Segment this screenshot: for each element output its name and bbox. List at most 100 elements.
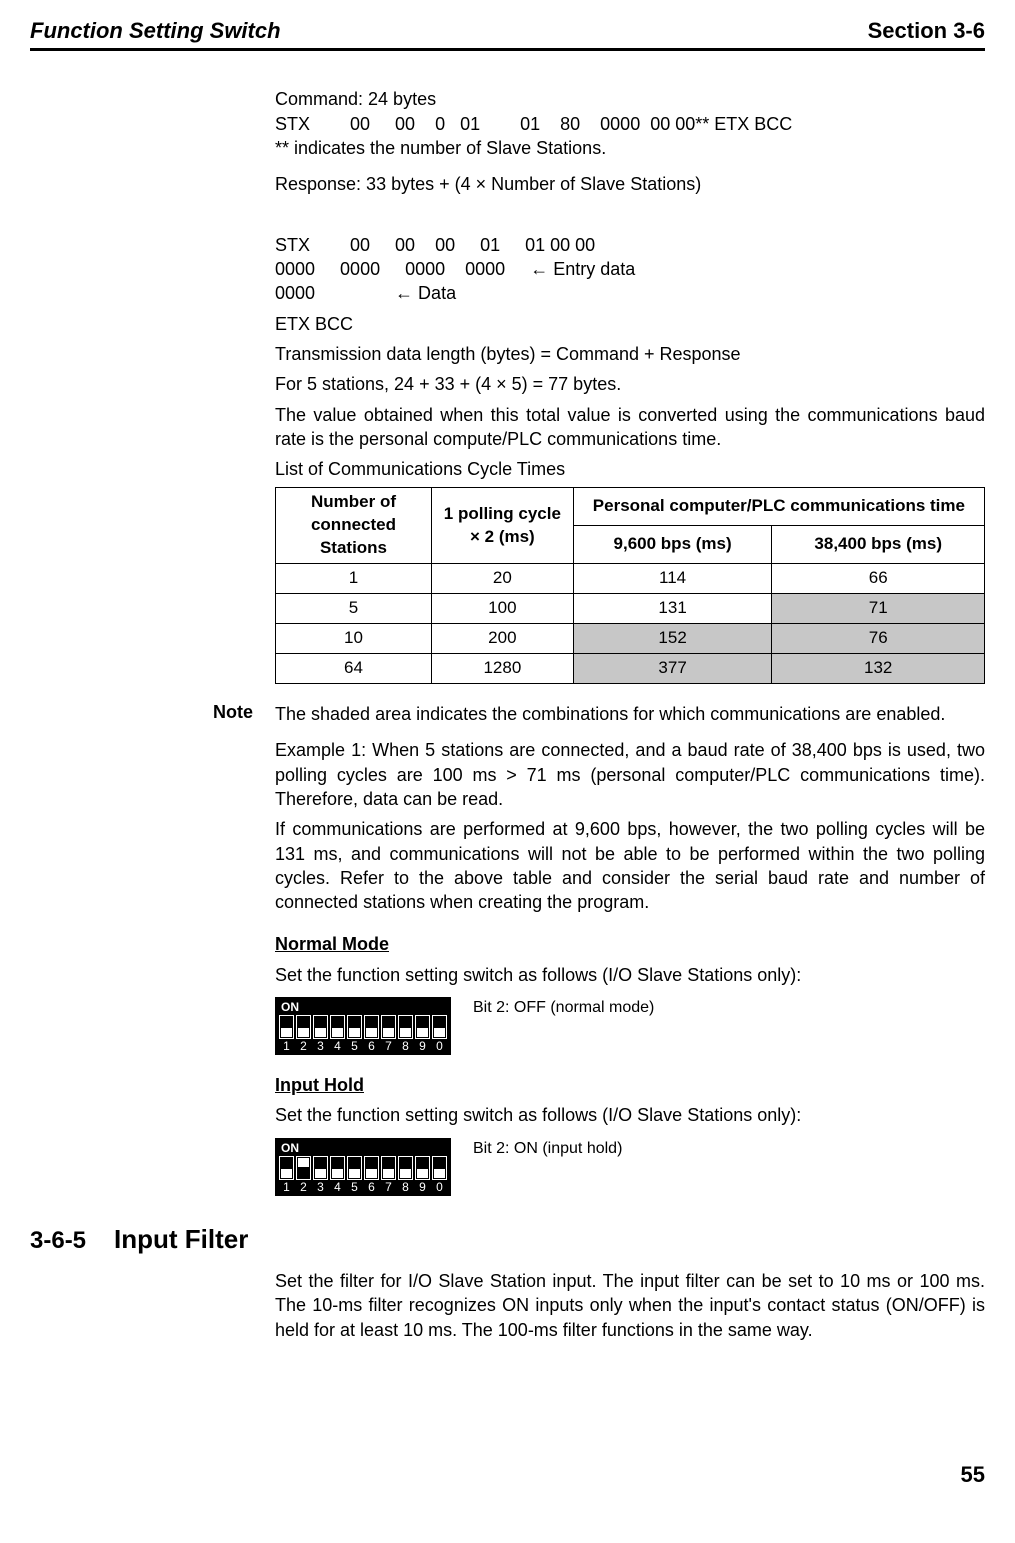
table-row: 12011466 [276,564,985,594]
cell-38400: 71 [772,594,985,624]
dip-knob [281,1169,292,1178]
dip-knob [400,1028,411,1037]
dip-slot [296,1015,311,1039]
dip-number: 6 [364,1181,379,1194]
cmd-l3: ** indicates the number of Slave Station… [275,138,606,158]
dip-slot [398,1156,413,1180]
cmd-l4: Response: 33 bytes + (4 × Number of Slav… [275,172,985,196]
cmd-l10: For 5 stations, 24 + 33 + (4 × 5) = 77 b… [275,372,985,396]
dip-slot [296,1156,311,1180]
section-3-6-5-body: Set the filter for I/O Slave Station inp… [275,1269,985,1342]
section-title: Input Filter [114,1224,248,1255]
dip-slot [432,1015,447,1039]
dip-number: 3 [313,1181,328,1194]
dip-slot [398,1015,413,1039]
dip-slot [313,1015,328,1039]
header-right: Section 3-6 [868,18,985,44]
cmd-l1: Command: 24 bytes [275,89,436,109]
dip-number: 8 [398,1040,413,1053]
dip-number: 2 [296,1040,311,1053]
input-hold-text: Set the function setting switch as follo… [275,1103,985,1127]
dip-number: 5 [347,1040,362,1053]
dip-knob [366,1028,377,1037]
normal-dip-caption: Bit 2: OFF (normal mode) [473,997,654,1019]
cmd-l12: List of Communications Cycle Times [275,457,985,481]
cell-9600: 152 [573,624,772,654]
input-hold-head: Input Hold [275,1073,985,1097]
dip-number: 8 [398,1181,413,1194]
dip-knob [332,1028,343,1037]
dip-knob [417,1169,428,1178]
cell-9600: 131 [573,594,772,624]
input-filter-body: Set the filter for I/O Slave Station inp… [275,1269,985,1342]
dip-slot [415,1015,430,1039]
normal-dip-switch: ON 1234567890 [275,997,451,1055]
th-9600: 9,600 bps (ms) [573,526,772,564]
cell-stations: 64 [276,654,432,684]
header-left: Function Setting Switch [30,18,281,44]
dip-knob [349,1169,360,1178]
hold-dip-row: ON 1234567890 Bit 2: ON (input hold) [275,1138,985,1196]
dip-slot [330,1156,345,1180]
dip-number: 1 [279,1181,294,1194]
section-num: 3-6-5 [30,1227,86,1255]
dip-number: 0 [432,1040,447,1053]
dip-number: 5 [347,1181,362,1194]
dip-slot [279,1156,294,1180]
cell-polling: 100 [431,594,573,624]
page-number: 55 [30,1462,985,1508]
th-stations: Number of connected Stations [276,488,432,564]
cell-stations: 10 [276,624,432,654]
main-content: Command: 24 bytes STX 00 00 0 01 01 80 0… [275,63,985,684]
note-label: Note [30,702,275,726]
normal-mode-text: Set the function setting switch as follo… [275,963,985,987]
dip-number: 4 [330,1181,345,1194]
dip-knob [315,1169,326,1178]
example-1: Example 1: When 5 stations are connected… [275,738,985,811]
dip-number: 1 [279,1040,294,1053]
dip-slot [381,1156,396,1180]
cmd-l11: The value obtained when this total value… [275,403,985,452]
page-header: Function Setting Switch Section 3-6 [30,0,985,51]
cycle-times-table: Number of connected Stations 1 polling c… [275,487,985,684]
dip-number: 9 [415,1181,430,1194]
dip-knob [366,1169,377,1178]
examples-block: Example 1: When 5 stations are connected… [275,738,985,1196]
cmd-l9: Transmission data length (bytes) = Comma… [275,342,985,366]
cell-polling: 20 [431,564,573,594]
response-lines: STX 00 00 00 01 01 00 00 0000 0000 0000 … [275,208,985,305]
normal-dip-row: ON 1234567890 Bit 2: OFF (normal mode) [275,997,985,1055]
dip-knob [400,1169,411,1178]
dip-knob [349,1028,360,1037]
note-row: Note The shaded area indicates the combi… [30,702,985,726]
dip-slot [313,1156,328,1180]
th-commtime: Personal computer/PLC communications tim… [573,488,984,526]
example-2: If communications are performed at 9,600… [275,817,985,914]
dip-number: 2 [296,1181,311,1194]
dip-number: 3 [313,1040,328,1053]
cell-9600: 114 [573,564,772,594]
dip-slot [364,1015,379,1039]
dip-slot [330,1015,345,1039]
cell-stations: 1 [276,564,432,594]
dip-number: 4 [330,1040,345,1053]
dip-knob [383,1169,394,1178]
dip-knob [434,1028,445,1037]
dip-knob [315,1028,326,1037]
cmd-l2: STX 00 00 0 01 01 80 0000 00 00** ETX BC… [275,114,792,134]
dip-slot [364,1156,379,1180]
normal-mode-head: Normal Mode [275,932,985,956]
dip-number: 6 [364,1040,379,1053]
cell-38400: 132 [772,654,985,684]
dip-on-label: ON [279,1001,447,1015]
cmd-l7: 0000 ← Data [275,283,456,303]
dip-on-label: ON [279,1142,447,1156]
cmd-l6: 0000 0000 0000 0000 ← Entry data [275,259,635,279]
dip-number: 0 [432,1181,447,1194]
dip-slot [381,1015,396,1039]
dip-number: 9 [415,1040,430,1053]
hold-dip-caption: Bit 2: ON (input hold) [473,1138,622,1160]
cell-38400: 66 [772,564,985,594]
dip-knob [383,1028,394,1037]
note-body: The shaded area indicates the combinatio… [275,702,985,726]
